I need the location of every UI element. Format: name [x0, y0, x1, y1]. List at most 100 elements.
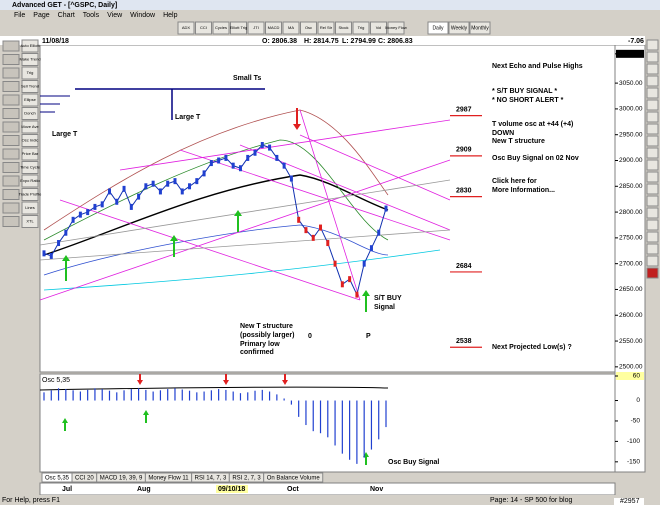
side-icon[interactable]: [2, 81, 20, 92]
right-button[interactable]: [646, 123, 659, 135]
price-bar: [355, 291, 359, 298]
commentary[interactable]: More Information...: [492, 187, 555, 194]
toolbar-label: Cycles: [215, 25, 227, 30]
side-button[interactable]: [21, 107, 39, 120]
commentary[interactable]: Click here for: [492, 178, 537, 185]
side-icon[interactable]: [2, 135, 20, 146]
right-button[interactable]: [646, 75, 659, 87]
menu-item[interactable]: Chart: [58, 12, 75, 19]
right-button[interactable]: [646, 255, 659, 267]
date-label: Jul: [62, 486, 72, 493]
right-button[interactable]: [646, 231, 659, 243]
menu-item[interactable]: Tools: [83, 12, 100, 19]
right-button[interactable]: [646, 39, 659, 51]
toolbar-button[interactable]: [370, 21, 387, 35]
status-bar: [0, 495, 660, 505]
side-button[interactable]: [21, 53, 39, 66]
osc-tick-label: -100: [627, 438, 640, 445]
side-button[interactable]: [21, 80, 39, 93]
toolbar-button[interactable]: [265, 21, 282, 35]
right-button[interactable]: [646, 183, 659, 195]
side-icon[interactable]: [2, 67, 20, 79]
side-icon[interactable]: [2, 121, 20, 133]
date-label: Nov: [370, 486, 383, 493]
current-price-box: [616, 49, 644, 58]
side-icon[interactable]: [2, 216, 20, 227]
right-button[interactable]: [646, 243, 659, 255]
side-icon[interactable]: [2, 54, 20, 65]
right-button[interactable]: [646, 159, 659, 171]
y-tick-label: 2850.00: [619, 183, 643, 190]
price-bar: [282, 162, 286, 169]
price-bar: [209, 160, 213, 167]
side-icon[interactable]: [2, 162, 20, 173]
side-button[interactable]: [21, 161, 39, 174]
right-button[interactable]: [646, 219, 659, 231]
side-icon[interactable]: [2, 202, 20, 214]
side-button[interactable]: [21, 66, 39, 80]
side-label: Trig: [27, 70, 34, 75]
menu-item[interactable]: Help: [163, 12, 178, 19]
right-button[interactable]: [646, 147, 659, 159]
toolbar-button[interactable]: [212, 21, 230, 35]
side-label: Donch: [24, 111, 36, 116]
side-button[interactable]: [21, 188, 39, 201]
right-button[interactable]: [646, 171, 659, 183]
side-icon[interactable]: [2, 175, 20, 187]
side-button[interactable]: [21, 120, 39, 134]
side-button[interactable]: [21, 134, 39, 147]
toolbar-button[interactable]: [247, 21, 265, 35]
menu-item[interactable]: View: [107, 12, 123, 19]
toolbar-button[interactable]: [317, 21, 335, 35]
menu-item[interactable]: Page: [33, 12, 49, 19]
info-line: [0, 36, 645, 45]
menu-item[interactable]: Window: [130, 12, 156, 19]
side-button[interactable]: [21, 93, 39, 107]
commentary: * S/T BUY SIGNAL *: [492, 88, 557, 95]
right-button[interactable]: [646, 51, 659, 63]
info-low: L: 2794.99: [342, 38, 376, 45]
right-button[interactable]: [646, 63, 659, 75]
y-tick-label: 2500.00: [619, 364, 643, 371]
osc-signal-line: [39, 386, 389, 391]
side-icon[interactable]: [2, 94, 20, 106]
side-button[interactable]: [21, 215, 39, 228]
menu-item[interactable]: File: [14, 12, 25, 19]
toolbar-button[interactable]: [177, 21, 195, 35]
timeframe-button[interactable]: [427, 21, 449, 35]
right-button[interactable]: [646, 207, 659, 219]
toolbar-button[interactable]: [282, 21, 300, 35]
price-bar: [377, 229, 381, 236]
price-bar: [369, 245, 373, 252]
side-button[interactable]: [21, 147, 39, 161]
right-button[interactable]: [646, 195, 659, 207]
side-icon[interactable]: [2, 148, 20, 160]
side-icon[interactable]: [2, 189, 20, 200]
timeframe-button[interactable]: [448, 21, 470, 35]
side-icon[interactable]: [2, 40, 20, 52]
right-button[interactable]: [646, 135, 659, 147]
toolbar-button[interactable]: [352, 21, 370, 35]
annotation: P: [366, 333, 371, 340]
annotation: Signal: [374, 304, 395, 311]
right-button[interactable]: [646, 99, 659, 111]
side-button[interactable]: [21, 39, 39, 53]
right-button[interactable]: [646, 111, 659, 123]
side-button[interactable]: [21, 174, 39, 188]
toolbar-button[interactable]: [195, 21, 212, 35]
right-button[interactable]: [646, 267, 659, 279]
tab[interactable]: [263, 472, 324, 483]
toolbar-button[interactable]: [300, 21, 317, 35]
price-bar: [253, 149, 257, 156]
toolbar-button[interactable]: [387, 21, 405, 35]
toolbar-button[interactable]: [230, 21, 247, 35]
commentary: Osc Buy Signal on 02 Nov: [492, 155, 579, 162]
price-bar: [144, 183, 148, 190]
annotation: (possibly larger): [240, 332, 294, 339]
timeframe-button[interactable]: [469, 21, 491, 35]
price-bar: [260, 142, 264, 149]
toolbar-button[interactable]: [335, 21, 352, 35]
side-button[interactable]: [21, 201, 39, 215]
right-button[interactable]: [646, 87, 659, 99]
side-icon[interactable]: [2, 108, 20, 119]
